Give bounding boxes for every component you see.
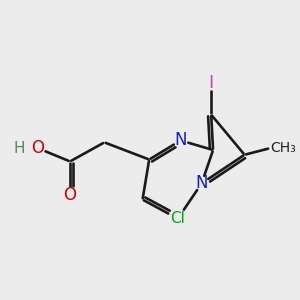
Text: O: O	[31, 139, 44, 157]
Text: I: I	[208, 74, 214, 92]
Text: CH₃: CH₃	[270, 141, 296, 155]
Text: H: H	[13, 141, 25, 156]
Text: N: N	[174, 131, 187, 149]
Text: Cl: Cl	[170, 211, 185, 226]
Text: N: N	[195, 174, 208, 192]
Text: O: O	[64, 186, 76, 204]
